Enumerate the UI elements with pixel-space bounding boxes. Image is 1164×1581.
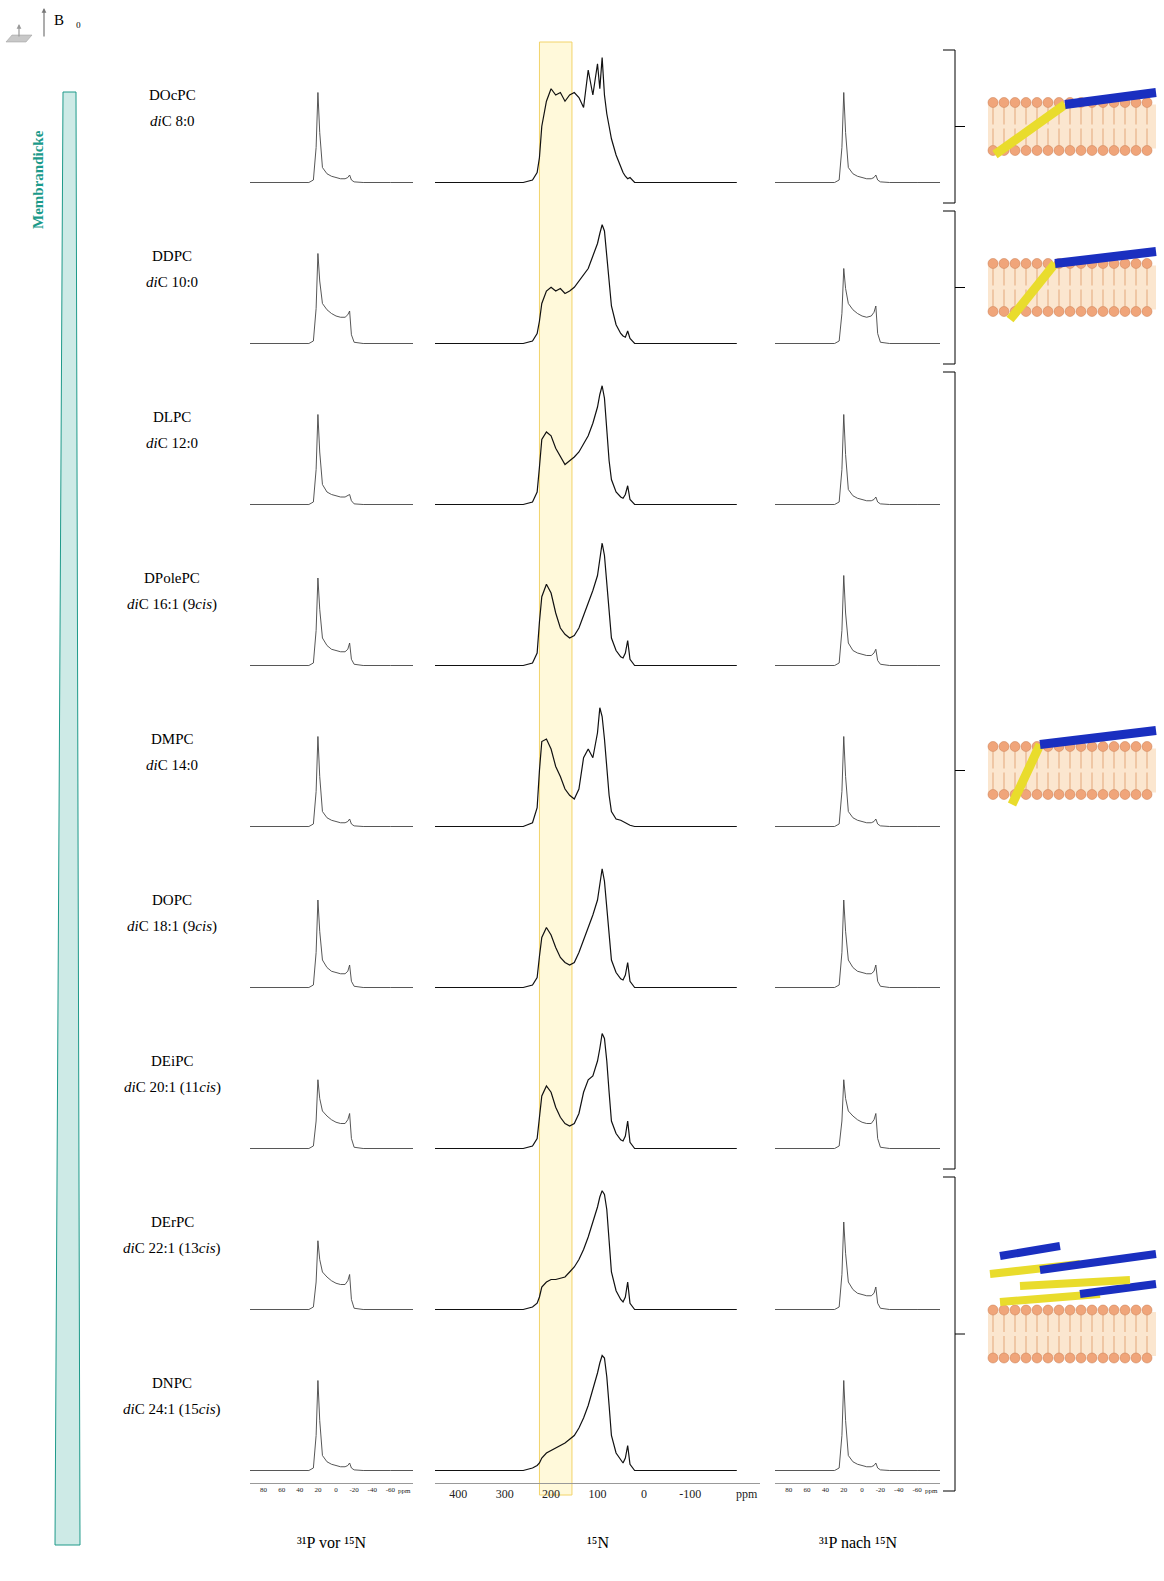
svg-text:DOcPC: DOcPC <box>149 87 196 103</box>
svg-text:B⃗₀: B⃗₀ <box>54 12 81 28</box>
svg-text:DMPC: DMPC <box>151 731 194 747</box>
svg-text:20: 20 <box>314 1486 322 1494</box>
svg-text:0: 0 <box>334 1486 338 1494</box>
svg-text:0: 0 <box>860 1486 864 1494</box>
svg-text:diC 24:1 (15cis): diC 24:1 (15cis) <box>123 1401 221 1418</box>
svg-text:300: 300 <box>496 1487 514 1501</box>
svg-text:-60: -60 <box>912 1486 922 1494</box>
svg-text:80: 80 <box>785 1486 793 1494</box>
svg-text:100: 100 <box>589 1487 607 1501</box>
svg-text:diC 20:1 (11cis): diC 20:1 (11cis) <box>124 1079 221 1096</box>
svg-text:40: 40 <box>822 1486 830 1494</box>
svg-text:ppm: ppm <box>398 1487 411 1495</box>
svg-text:diC 16:1 (9cis): diC 16:1 (9cis) <box>127 596 217 613</box>
svg-text:DNPC: DNPC <box>152 1375 192 1391</box>
svg-text:0: 0 <box>641 1487 647 1501</box>
svg-text:-100: -100 <box>679 1487 701 1501</box>
svg-text:Membrandicke: Membrandicke <box>30 130 46 229</box>
svg-text:¹⁵N: ¹⁵N <box>587 1534 609 1551</box>
svg-text:80: 80 <box>260 1486 268 1494</box>
svg-text:60: 60 <box>804 1486 812 1494</box>
svg-text:400: 400 <box>449 1487 467 1501</box>
svg-text:diC 10:0: diC 10:0 <box>146 274 198 290</box>
svg-text:diC 14:0: diC 14:0 <box>146 757 198 773</box>
svg-text:DDPC: DDPC <box>152 248 192 264</box>
svg-text:diC 12:0: diC 12:0 <box>146 435 198 451</box>
svg-text:-20: -20 <box>876 1486 886 1494</box>
svg-text:40: 40 <box>296 1486 304 1494</box>
svg-text:diC 8:0: diC 8:0 <box>150 113 195 129</box>
svg-text:DOPC: DOPC <box>152 892 192 908</box>
svg-text:ppm: ppm <box>736 1487 758 1501</box>
svg-text:-20: -20 <box>349 1486 359 1494</box>
svg-text:60: 60 <box>278 1486 286 1494</box>
svg-text:DLPC: DLPC <box>153 409 191 425</box>
svg-text:DPolePC: DPolePC <box>144 570 200 586</box>
svg-text:³¹P vor ¹⁵N: ³¹P vor ¹⁵N <box>297 1534 367 1551</box>
svg-text:-40: -40 <box>894 1486 904 1494</box>
svg-text:20: 20 <box>840 1486 848 1494</box>
svg-text:ppm: ppm <box>925 1487 938 1495</box>
svg-text:³¹P nach ¹⁵N: ³¹P nach ¹⁵N <box>819 1534 897 1551</box>
svg-text:DErPC: DErPC <box>151 1214 194 1230</box>
svg-text:diC 18:1 (9cis): diC 18:1 (9cis) <box>127 918 217 935</box>
svg-text:DEiPC: DEiPC <box>151 1053 194 1069</box>
svg-text:-60: -60 <box>386 1486 396 1494</box>
svg-text:diC 22:1 (13cis): diC 22:1 (13cis) <box>123 1240 221 1257</box>
svg-text:-40: -40 <box>368 1486 378 1494</box>
svg-text:200: 200 <box>542 1487 560 1501</box>
